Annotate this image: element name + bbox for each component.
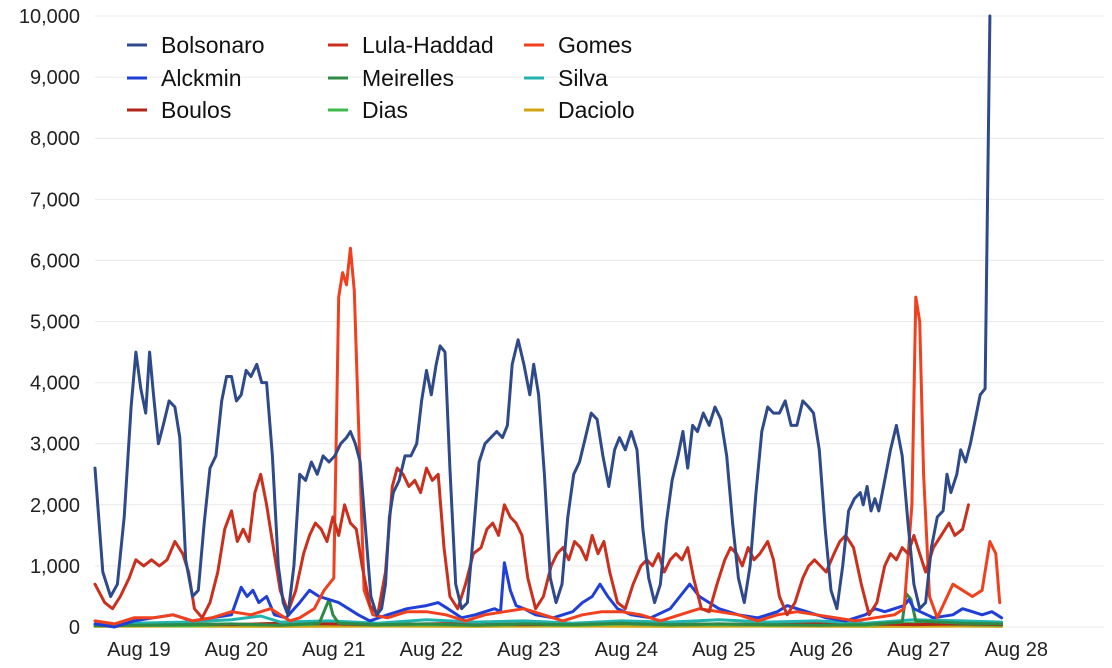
legend-item: Lula-Haddad	[328, 32, 494, 58]
x-tick-label: Aug 19	[107, 639, 170, 661]
y-tick-label: 4,000	[30, 373, 80, 395]
y-tick-label: 3,000	[30, 434, 80, 456]
x-tick-label: Aug 21	[302, 639, 365, 661]
x-tick-label: Aug 27	[887, 639, 950, 661]
series-line-bolsonaro	[93, 14, 992, 617]
x-tick-label: Aug 24	[595, 639, 658, 661]
x-tick-label: Aug 22	[400, 639, 463, 661]
legend-item: Boulos	[127, 97, 231, 123]
grid	[95, 15, 1104, 628]
legend-label: Dias	[362, 97, 408, 123]
y-tick-label: 5,000	[30, 312, 80, 334]
x-tick-label: Aug 28	[985, 639, 1048, 661]
y-tick-label: 8,000	[30, 128, 80, 150]
x-tick-label: Aug 20	[205, 639, 268, 661]
y-tick-label: 1,000	[30, 556, 80, 578]
y-tick-label: 7,000	[30, 189, 80, 211]
y-tick-label: 2,000	[30, 495, 80, 517]
legend-label: Silva	[558, 65, 608, 91]
legend-item: Dias	[328, 97, 408, 123]
legend-label: Daciolo	[558, 97, 635, 123]
series-line-gomes	[93, 246, 1002, 626]
legend-label: Gomes	[558, 32, 632, 58]
x-tick-label: Aug 25	[692, 639, 755, 661]
legend-item: Daciolo	[524, 97, 635, 123]
y-tick-label: 9,000	[30, 67, 80, 89]
series-line-lula-haddad	[93, 466, 970, 620]
legend-item: Silva	[524, 65, 608, 91]
legend-item: Meirelles	[328, 65, 454, 91]
legend-label: Lula-Haddad	[362, 32, 494, 58]
y-tick-label: 6,000	[30, 250, 80, 272]
legend-item: Bolsonaro	[127, 32, 265, 58]
legend-label: Alckmin	[161, 65, 242, 91]
legend-label: Boulos	[161, 97, 231, 123]
x-tick-label: Aug 26	[790, 639, 853, 661]
legend-label: Meirelles	[362, 65, 454, 91]
series-line-silva	[93, 614, 1004, 627]
legend-label: Bolsonaro	[161, 32, 265, 58]
series-group	[93, 14, 1004, 629]
x-tick-label: Aug 23	[497, 639, 560, 661]
legend-item: Gomes	[524, 32, 632, 58]
legend-item: Alckmin	[127, 65, 242, 91]
legend: Bolsonaro Lula-Haddad Gomes Alckmin Meirelle…	[127, 32, 635, 123]
x-axis: Aug 19 Aug 20 Aug 21 Aug 22 Aug 23 Aug 24 Aug …	[107, 639, 1048, 661]
y-tick-label: 0	[69, 617, 80, 639]
y-axis: 0 1,000 2,000 3,000 4,000 5,000 6,000 7,000 8,00…	[19, 6, 80, 639]
y-tick-label: 10,000	[19, 6, 80, 28]
